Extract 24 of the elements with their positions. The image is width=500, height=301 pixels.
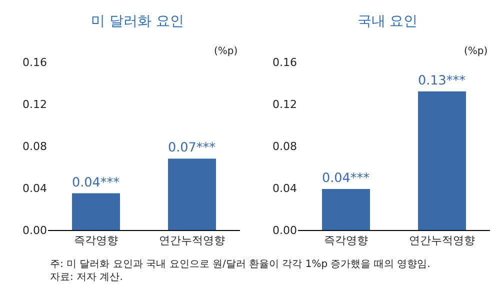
chart-title: 국내 요인 [357, 13, 418, 30]
x-tick-label: 즉각영향 [324, 234, 368, 248]
y-tick-label: 0.08 [272, 140, 297, 153]
chart-title: 미 달러화 요인 [91, 13, 184, 30]
y-tick-label: 0.12 [272, 98, 297, 111]
data-label: 0.07*** [168, 140, 216, 156]
data-label: 0.04*** [72, 175, 120, 190]
y-tick-label: 0.16 [272, 56, 297, 69]
y-tick-label: 0.00 [272, 224, 297, 237]
y-tick-label: 0.16 [22, 56, 47, 69]
data-label: 0.13*** [418, 73, 466, 88]
data-label: 0.04*** [322, 171, 370, 186]
text: 주: 미 달러화 요인과 국내 요인으로 원/달러 환율이 각각 1%p 증가했을 때의 영향임. [50, 258, 432, 271]
y-axis-title: (%p) [214, 46, 238, 57]
x-tick-label: 연간누적영향 [409, 234, 475, 248]
y-tick-label: 0.12 [22, 98, 47, 111]
x-tick-label: 즉각영향 [74, 234, 118, 248]
y-axis-title: (%p) [464, 46, 488, 57]
text: 자료: 저자 계산. [50, 271, 124, 284]
y-tick-label: 0.04 [22, 182, 47, 195]
x-tick-label: 연간누적영향 [159, 234, 225, 248]
y-tick-label: 0.04 [272, 182, 297, 195]
y-tick-label: 0.00 [22, 224, 47, 237]
y-tick-label: 0.08 [22, 140, 47, 153]
